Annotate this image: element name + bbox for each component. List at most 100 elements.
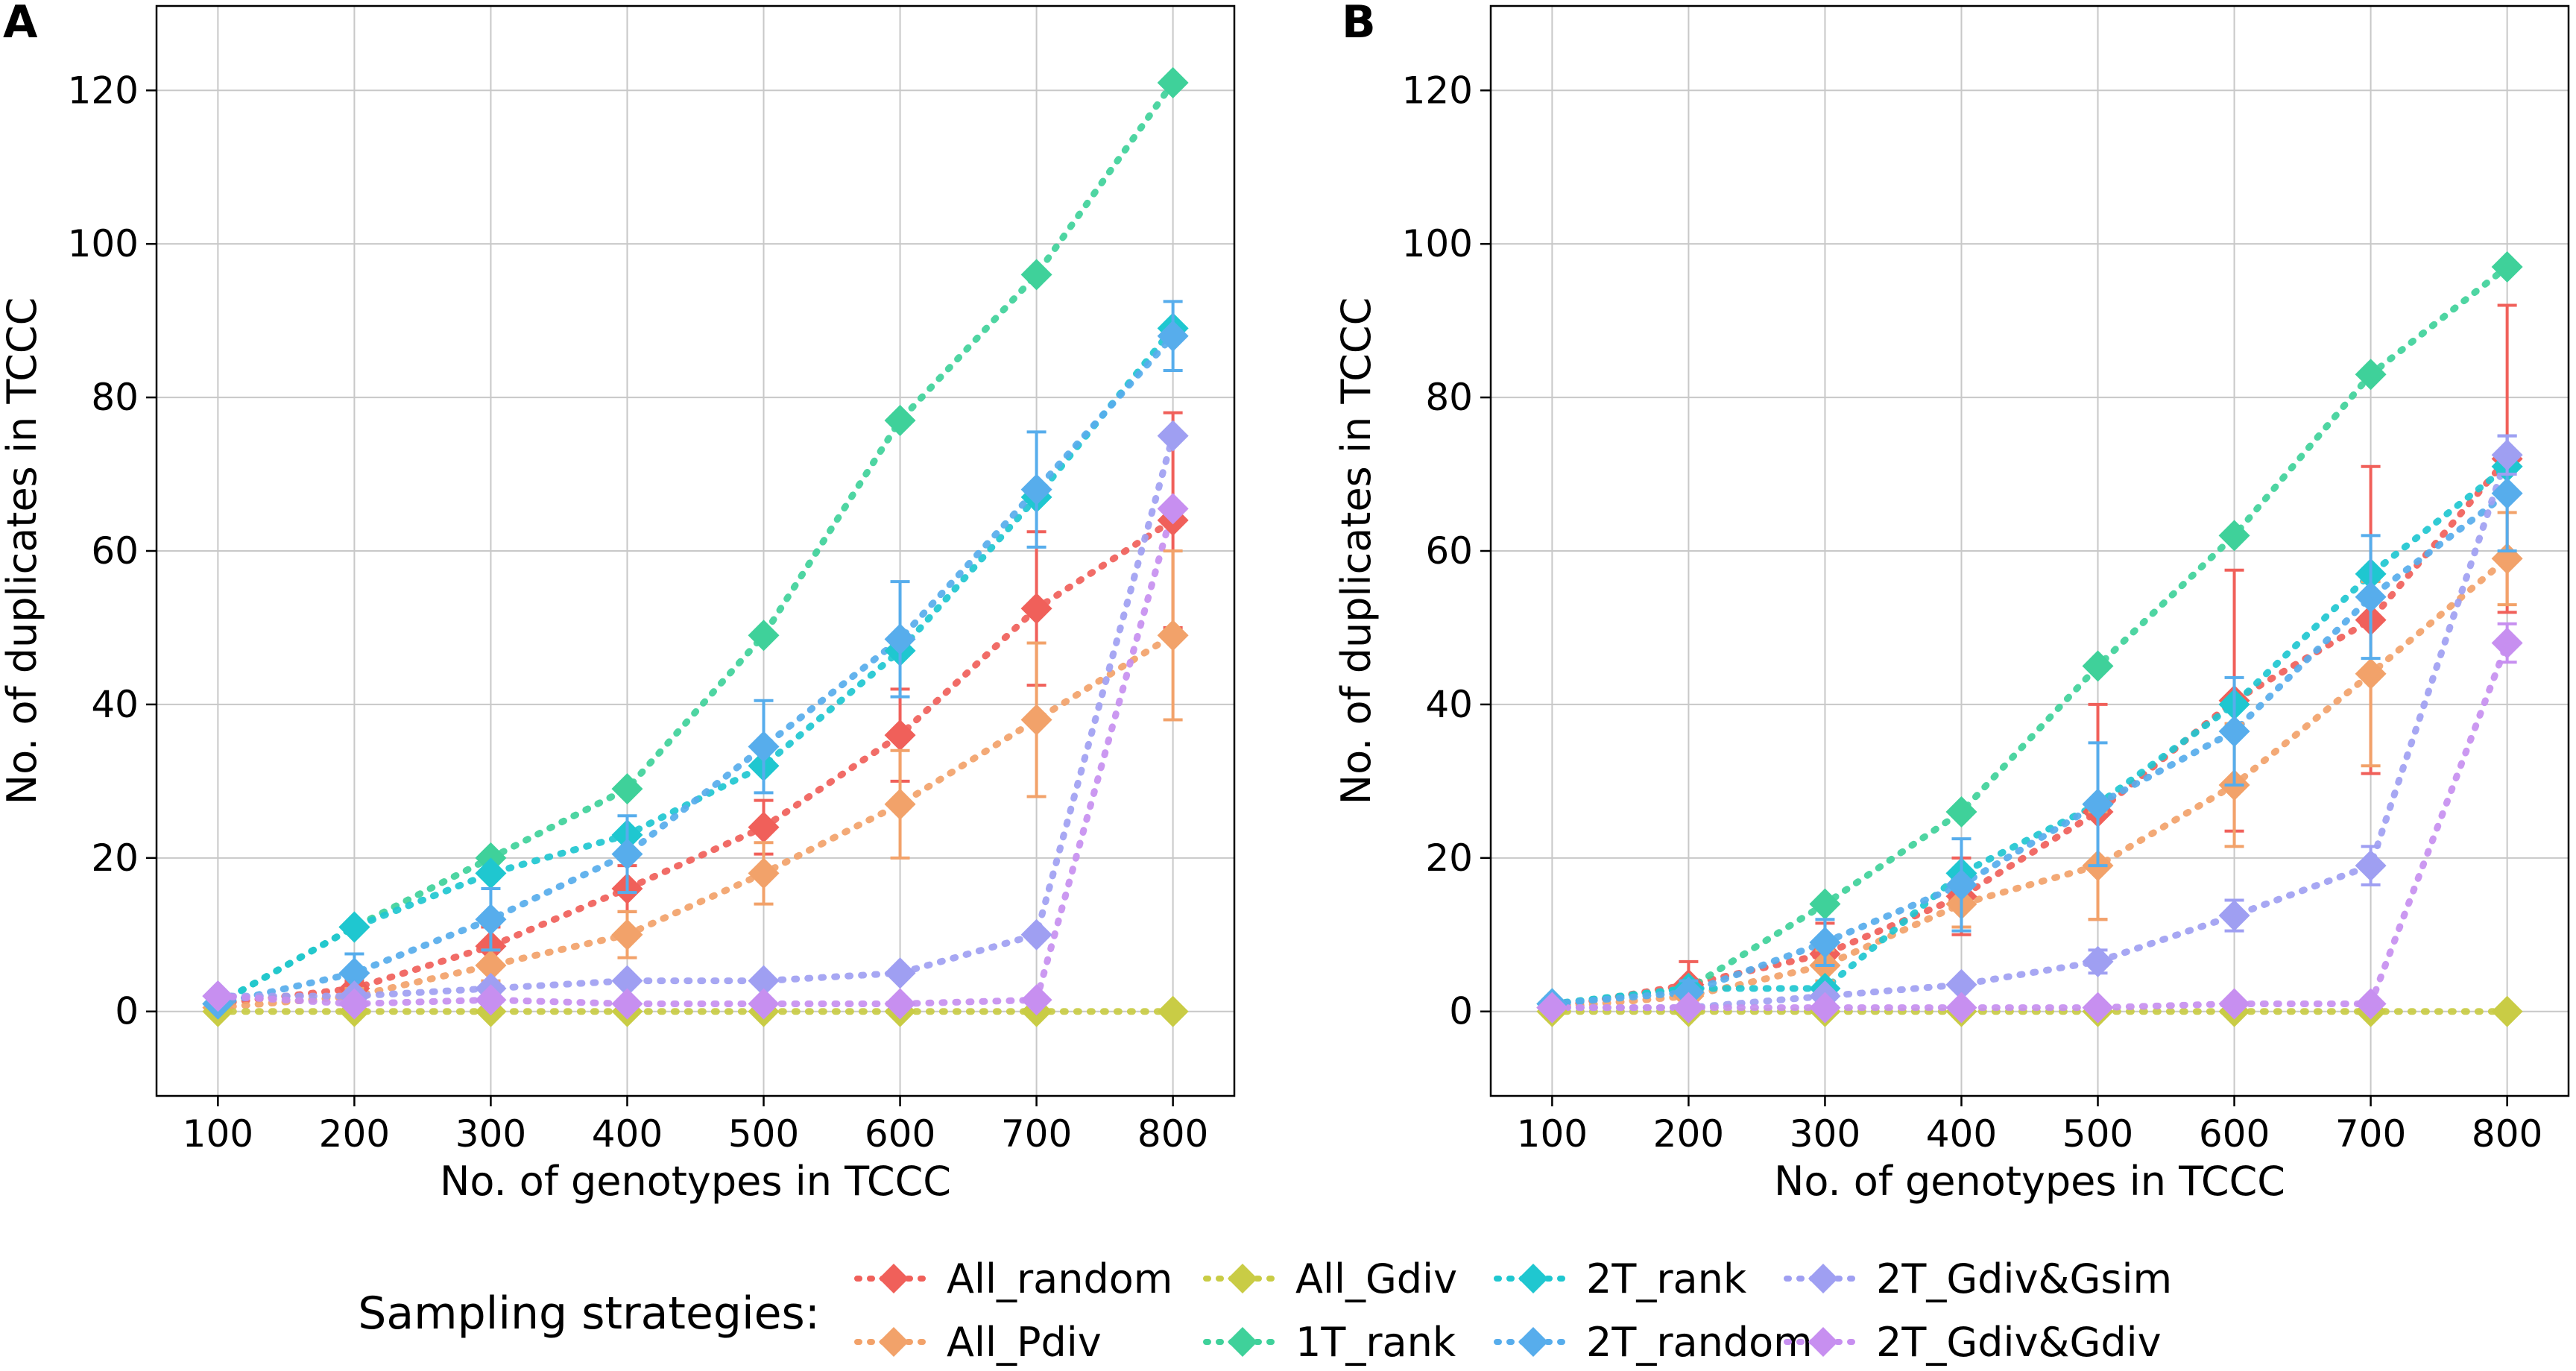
panel-a-point-2t-random (1020, 473, 1052, 505)
panel-a-x-tick-label: 600 (865, 1112, 935, 1156)
legend-marker-all-pdiv (879, 1327, 909, 1357)
panel-b-point-2t-gdiv-gdiv (2082, 992, 2114, 1024)
panel-a-point-2t-gdiv-gdiv (1020, 984, 1052, 1016)
panel-b-point-2t-gdiv-gsim (2082, 945, 2114, 977)
panel-b-point-2t-gdiv-gdiv (1945, 992, 1977, 1024)
panel-a-x-tick-label: 200 (319, 1112, 390, 1156)
panel-a-x-tick-label: 100 (183, 1112, 253, 1156)
panel-b-series-line-1t-rank (1548, 263, 2511, 1007)
panel-b-x-tick-label: 500 (2062, 1112, 2133, 1156)
panel-a-x-axis-title: No. of genotypes in TCCC (440, 1158, 951, 1205)
panel-b-point-2t-random (2491, 477, 2523, 509)
panel-b-y-tick-label: 100 (1402, 222, 1473, 265)
panel-b-point-1t-rank (1945, 796, 1977, 828)
panel-a-y-tick-label: 20 (91, 836, 139, 880)
panel-a-point-2t-gdiv-gdiv (475, 984, 507, 1016)
panel-b-point-2t-random (1945, 869, 1977, 901)
panel-b-point-2t-random (2355, 581, 2387, 613)
panel-b-point-1t-rank (2082, 650, 2114, 682)
panel-b-point-2t-random (1809, 927, 1841, 959)
panel-b-y-axis-title: No. of duplicates in TCCC (1333, 297, 1380, 805)
panel-a-point-2t-gdiv-gdiv (338, 988, 370, 1020)
panel-a-point-all-pdiv (475, 949, 507, 981)
panel-b-y-tick-label: 20 (1425, 836, 1473, 880)
panel-b-series-line-2t-gdiv-gdiv (1548, 640, 2511, 1012)
panel-b-series-line-2t-rank (1548, 463, 2511, 1007)
panel-a-point-2t-gdiv-gdiv (611, 988, 643, 1020)
panel-b-point-2t-gdiv-gdiv (2218, 988, 2250, 1020)
panel-b-point-1t-rank (2218, 520, 2250, 552)
legend-label-all-random: All_random (947, 1255, 1172, 1302)
panel-a-point-2t-gdiv-gsim (1157, 420, 1189, 452)
panel-b-x-tick-label: 600 (2199, 1112, 2270, 1156)
panel-a-series-line-all-pdiv (214, 631, 1177, 1012)
panel-b-label: B (1342, 0, 1376, 48)
panel-a-point-all-pdiv (1157, 620, 1189, 652)
panel-a-point-2t-gdiv-gsim (748, 965, 780, 997)
panel-b-x-tick-label: 300 (1790, 1112, 1860, 1156)
panel-a-series-line-all-random (214, 517, 1177, 1007)
legend-marker-2t-random (1518, 1327, 1548, 1357)
panel-b-point-2t-gdiv-gsim (2218, 900, 2250, 932)
legend-label-all-pdiv: All_Pdiv (947, 1319, 1102, 1366)
panel-b-x-tick-label: 100 (1517, 1112, 1588, 1156)
legend-label-2t-rank: 2T_rank (1586, 1255, 1747, 1302)
panel-b-series-line-all-random (1548, 455, 2511, 1012)
panel-a-label: A (3, 0, 38, 48)
legend-label-2t-random: 2T_random (1586, 1319, 1813, 1366)
legend-marker-1t-rank (1228, 1327, 1257, 1357)
panel-b-y-tick-label: 60 (1425, 529, 1473, 573)
panel-a-point-2t-gdiv-gdiv (884, 988, 916, 1020)
panel-a-y-tick-label: 0 (115, 990, 139, 1033)
legend-marker-all-random (879, 1264, 909, 1293)
panel-a-series-line-1t-rank (214, 79, 1177, 1007)
panel-a-series-line-2t-gdiv-gsim (214, 432, 1177, 1000)
panel-a-point-2t-gdiv-gdiv (1157, 493, 1189, 525)
panel-b-y-tick-label: 0 (1449, 990, 1473, 1033)
legend-label-2t-gdiv-gsim: 2T_Gdiv&Gsim (1876, 1255, 2172, 1302)
panel-b-point-2t-gdiv-gsim (2355, 850, 2387, 882)
panel-a-point-2t-gdiv-gsim (1020, 918, 1052, 951)
panel-a-y-tick-label: 40 (91, 683, 139, 726)
panel-b-y-tick-label: 120 (1402, 69, 1473, 112)
panel-a-point-all-pdiv (1020, 704, 1052, 736)
panel-a-point-2t-random (475, 904, 507, 936)
panel-a-point-all-pdiv (748, 857, 780, 889)
panel-b-point-2t-gdiv-gsim (1945, 968, 1977, 1000)
panel-b-point-2t-gdiv-gdiv (1809, 992, 1841, 1024)
legend-title: Sampling strategies: (358, 1288, 820, 1340)
panel-b-point-1t-rank (2355, 359, 2387, 391)
panel-a-point-2t-random (338, 957, 370, 989)
panel-a-x-tick-label: 500 (728, 1112, 799, 1156)
panel-b-point-1t-rank (2491, 251, 2523, 283)
panel-a-y-tick-label: 80 (91, 376, 139, 419)
legend-marker-2t-gdiv-gdiv (1808, 1327, 1838, 1357)
legend-label-2t-gdiv-gdiv: 2T_Gdiv&Gdiv (1876, 1319, 2162, 1366)
panel-a-point-all-random (1020, 593, 1052, 625)
panel-a-point-1t-rank (611, 773, 643, 805)
panel-b-x-axis-title: No. of genotypes in TCCC (1774, 1158, 2285, 1205)
panel-b-point-1t-rank (1809, 888, 1841, 920)
panel-b-point-2t-gdiv-gsim (2491, 439, 2523, 471)
panel-a-x-tick-label: 300 (455, 1112, 526, 1156)
panel-b: B 100 200 300 400 500 600 700 800 0 20 40 60 80 100 12… (1333, 0, 2570, 1205)
legend-marker-2t-rank (1518, 1264, 1548, 1293)
panel-b-y-tick-label: 80 (1425, 376, 1473, 419)
panel-b-point-all-gdiv (2491, 995, 2523, 1027)
panel-b-x-tick-label: 700 (2335, 1112, 2406, 1156)
panel-a-y-axis-title: No. of duplicates in TCCC (0, 297, 45, 805)
panel-a-x-tick-label: 700 (1001, 1112, 1072, 1156)
panel-b-point-2t-gdiv-gdiv (1536, 992, 1568, 1024)
panel-a-series-line-2t-random (214, 332, 1177, 1007)
panel-a-x-tick-label: 400 (592, 1112, 663, 1156)
panel-b-point-2t-random (2218, 715, 2250, 747)
panel-b-point-2t-gdiv-gdiv (2355, 988, 2387, 1020)
panel-a: A 100 200 300 400 500 600 700 800 0 20 40 60 80 100 12… (0, 0, 1236, 1205)
panel-a-point-all-gdiv (1157, 995, 1189, 1027)
panel-a-point-2t-gdiv-gsim (611, 965, 643, 997)
panel-b-y-tick-label: 40 (1425, 683, 1473, 726)
panel-b-point-all-pdiv (2355, 658, 2387, 690)
panel-a-point-all-random (748, 811, 780, 843)
panel-a-point-2t-rank (338, 911, 370, 943)
